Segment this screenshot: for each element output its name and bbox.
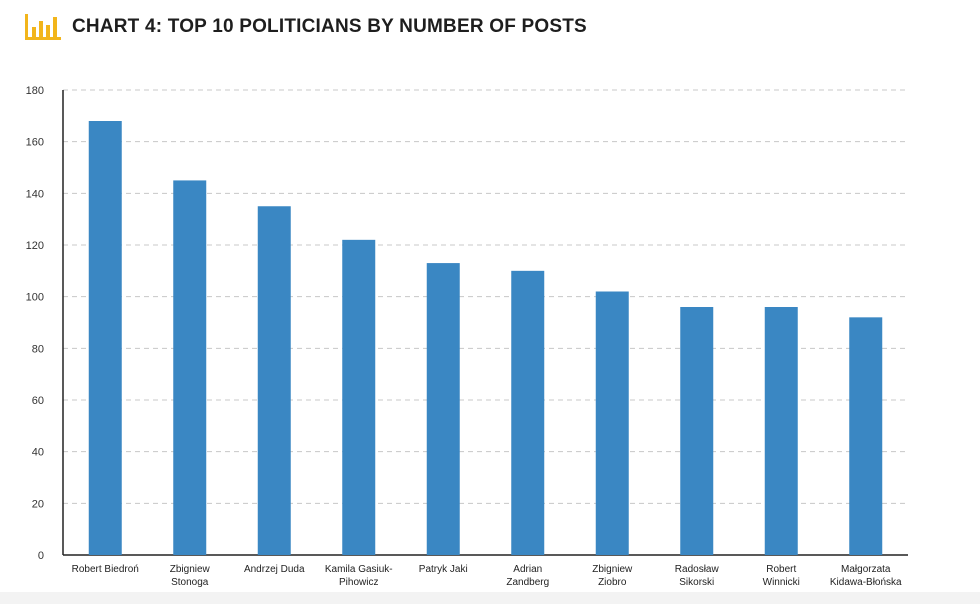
y-tick-label: 20	[32, 498, 44, 510]
bar	[88, 121, 122, 555]
bar	[595, 291, 629, 555]
logo-bar-3	[46, 25, 50, 37]
page-bottom-strip	[0, 592, 980, 604]
bar	[764, 307, 798, 555]
x-tick-label-line: Zandberg	[506, 577, 549, 588]
x-tick-label: Adrian Zandberg	[506, 564, 549, 588]
x-tick-label-line: Stonoga	[171, 577, 209, 588]
y-tick-label: 140	[26, 188, 44, 200]
y-tick-label: 180	[26, 85, 44, 97]
x-tick-label: Zbigniew Stonoga	[170, 564, 211, 588]
x-tick-label-line: Winnicki	[763, 577, 800, 588]
x-tick-label: Kamila Gasiuk- Pihowicz	[325, 564, 393, 588]
y-tick-label: 120	[26, 240, 44, 252]
bar	[257, 206, 291, 555]
x-tick-label-line: Kamila Gasiuk-	[325, 564, 393, 575]
chart-header: CHART 4: TOP 10 POLITICIANS BY NUMBER OF…	[24, 12, 587, 42]
x-tick-label-line: Kidawa-Błońska	[830, 577, 902, 588]
bar	[511, 270, 545, 555]
y-tick-label: 80	[32, 343, 44, 355]
x-tick-label-line: Andrzej Duda	[244, 564, 305, 575]
x-tick-label: Radosław Sikorski	[675, 564, 720, 588]
y-tick-label: 40	[32, 447, 44, 459]
x-tick-label: Andrzej Duda	[244, 564, 305, 575]
y-tick-label: 160	[26, 137, 44, 149]
bar-chart-icon	[25, 14, 61, 40]
x-tick-label-line: Zbigniew	[170, 564, 211, 575]
x-tick-label-line: Robert Biedroń	[72, 564, 139, 575]
bar	[849, 317, 883, 555]
x-tick-label: Robert Biedroń	[72, 564, 139, 575]
logo-base	[25, 37, 61, 40]
logo-axis	[25, 14, 28, 40]
x-tick-label: Małgorzata Kidawa-Błońska	[830, 564, 902, 588]
y-tick-label: 0	[38, 550, 44, 562]
bar	[173, 180, 207, 555]
x-tick-label-line: Patryk Jaki	[419, 564, 468, 575]
logo-bar-4	[53, 17, 57, 37]
y-tick-label: 100	[26, 292, 44, 304]
x-tick-label-line: Małgorzata	[841, 564, 891, 575]
x-tick-label: Robert Winnicki	[763, 564, 800, 588]
bar	[680, 307, 714, 555]
x-tick-label-line: Radosław	[675, 564, 720, 575]
logo-bar-2	[39, 21, 43, 37]
chart-title: CHART 4: TOP 10 POLITICIANS BY NUMBER OF…	[72, 16, 587, 37]
x-tick-label-line: Sikorski	[679, 577, 714, 588]
bar	[342, 239, 376, 556]
x-tick-label-line: Ziobro	[598, 577, 627, 588]
x-tick-label-line: Adrian	[513, 564, 542, 575]
x-tick-label: Patryk Jaki	[419, 564, 468, 575]
bar	[426, 263, 460, 555]
logo-bar-1	[32, 27, 36, 37]
y-tick-label: 60	[32, 395, 44, 407]
x-tick-label-line: Pihowicz	[339, 577, 378, 588]
x-tick-label-line: Robert	[766, 564, 796, 575]
bar-chart-icon-shapes	[25, 14, 61, 40]
x-tick-label: Zbigniew Ziobro	[592, 564, 633, 588]
x-tick-label-line: Zbigniew	[592, 564, 633, 575]
